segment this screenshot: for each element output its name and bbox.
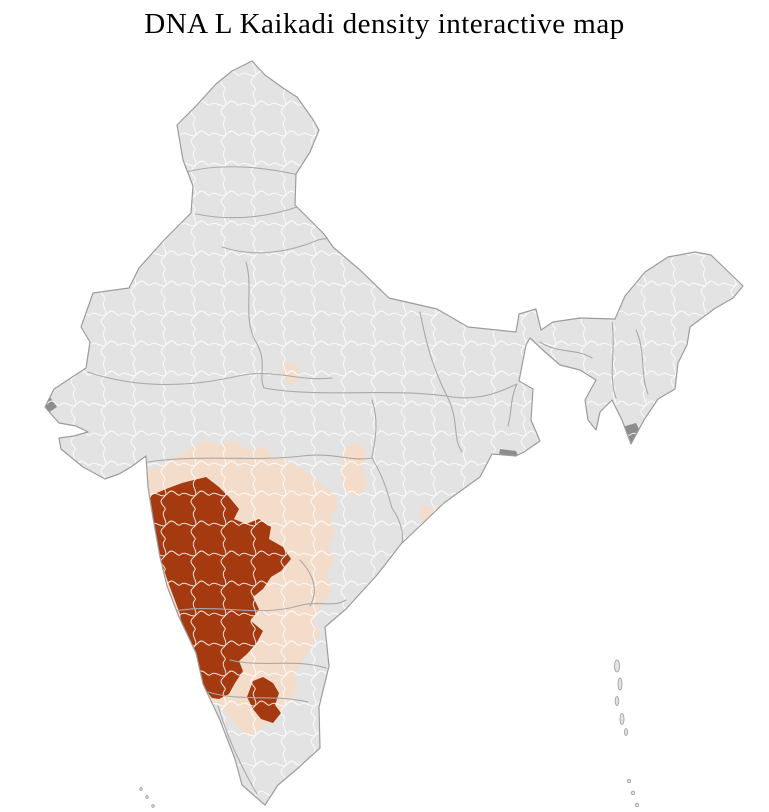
state-borders — [87, 166, 649, 795]
lakshadweep-islands[interactable] — [139, 787, 155, 808]
india-outline — [44, 60, 744, 806]
andaman-nicobar-islands[interactable] — [614, 659, 640, 808]
india-map — [44, 60, 744, 808]
page-title: DNA L Kaikadi density interactive map — [144, 8, 625, 40]
district-borders — [45, 61, 743, 805]
